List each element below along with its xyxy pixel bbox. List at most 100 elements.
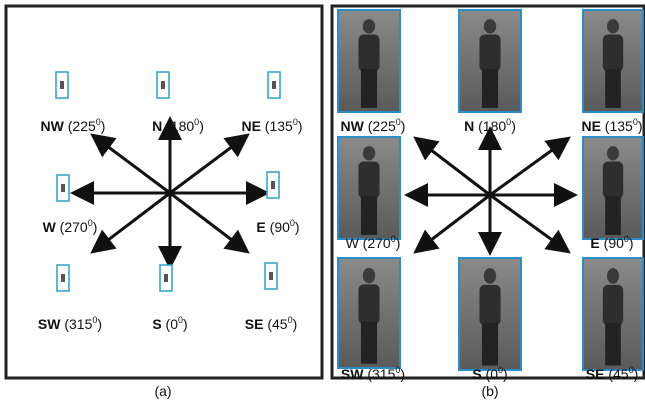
angle-close: ) <box>295 219 300 235</box>
angle-value: (315 <box>60 316 92 332</box>
person-legs <box>482 69 498 108</box>
person-body <box>358 34 379 71</box>
direction-name: W <box>43 219 57 235</box>
person-head <box>607 268 619 284</box>
person-blob <box>60 81 64 89</box>
angle-close: ) <box>298 118 303 134</box>
angle-value: (0 <box>482 366 499 382</box>
person-body <box>603 161 623 198</box>
direction-label: SE (450) <box>245 315 298 332</box>
person-head <box>363 19 375 33</box>
direction-arrow <box>490 140 566 195</box>
direction-label: NE (1350) <box>581 117 642 134</box>
angle-value: (45 <box>263 316 287 332</box>
direction-label: E (900) <box>256 218 299 235</box>
direction-name: NW <box>41 118 65 134</box>
direction-name: S <box>152 316 161 332</box>
direction-label: N (1800) <box>464 117 516 134</box>
direction-name: SW <box>38 316 61 332</box>
angle-close: ) <box>101 118 106 134</box>
angle-close: ) <box>293 316 298 332</box>
person-blob <box>272 81 276 89</box>
direction-name: S <box>472 366 481 382</box>
direction-name: N <box>464 118 474 134</box>
person-legs <box>482 323 498 366</box>
angle-close: ) <box>634 366 639 382</box>
direction-name: NW <box>341 118 365 134</box>
angle-value: (180 <box>162 118 194 134</box>
person-head <box>484 268 496 284</box>
angle-close: ) <box>183 316 188 332</box>
angle-value: (225 <box>64 118 96 134</box>
angle-value: (135 <box>601 118 633 134</box>
person-head <box>607 146 619 160</box>
angle-close: ) <box>503 366 508 382</box>
direction-label: NW (2250) <box>341 117 406 134</box>
person-legs <box>361 196 377 235</box>
angle-close: ) <box>400 366 405 382</box>
angle-value: (270 <box>56 219 88 235</box>
person-legs <box>605 69 621 108</box>
angle-close: ) <box>638 118 643 134</box>
person-blob <box>271 181 275 189</box>
direction-name: E <box>256 219 265 235</box>
angle-value: (45 <box>604 366 628 382</box>
person-body <box>479 34 500 71</box>
angle-value: (90 <box>266 219 290 235</box>
direction-name: W <box>346 235 360 251</box>
person-head <box>363 146 375 160</box>
direction-arrow <box>95 193 170 250</box>
direction-arrow <box>490 195 566 250</box>
person-legs <box>361 69 377 108</box>
direction-arrow <box>170 137 245 193</box>
person-blob <box>269 272 273 280</box>
person-legs <box>605 196 621 235</box>
direction-name: SW <box>341 366 364 382</box>
person-head <box>363 268 375 283</box>
angle-close: ) <box>629 235 634 251</box>
direction-name: SE <box>245 316 264 332</box>
angle-value: (315 <box>363 366 395 382</box>
person-body <box>358 161 379 198</box>
angle-value: (0 <box>162 316 179 332</box>
direction-label: E (900) <box>590 234 633 251</box>
person-legs <box>361 322 377 364</box>
direction-arrow <box>170 193 245 250</box>
angle-value: (90 <box>600 235 624 251</box>
direction-name: NE <box>241 118 260 134</box>
direction-label: S (00) <box>472 365 507 382</box>
person-legs <box>605 323 621 366</box>
angle-close: ) <box>511 118 516 134</box>
angle-close: ) <box>401 118 406 134</box>
direction-label: S (00) <box>152 315 187 332</box>
direction-label: SW (3150) <box>38 315 102 332</box>
person-head <box>484 19 496 33</box>
angle-value: (135 <box>261 118 293 134</box>
angle-close: ) <box>93 219 98 235</box>
direction-arrow <box>95 137 170 193</box>
angle-close: ) <box>396 235 401 251</box>
direction-name: E <box>590 235 599 251</box>
panel-caption: (a) <box>154 383 171 399</box>
person-body <box>603 34 623 71</box>
direction-arrow <box>418 195 490 250</box>
direction-label: NW (2250) <box>41 117 106 134</box>
angle-close: ) <box>199 118 204 134</box>
angle-value: (180 <box>474 118 506 134</box>
person-head <box>607 19 619 33</box>
direction-label: NE (1350) <box>241 117 302 134</box>
panel-caption: (b) <box>481 383 498 399</box>
person-blob <box>61 274 65 282</box>
person-body <box>479 285 500 325</box>
person-body <box>603 285 623 325</box>
angle-value: (225 <box>364 118 396 134</box>
direction-label: W (2700) <box>43 218 98 235</box>
angle-close: ) <box>97 316 102 332</box>
direction-name: SE <box>586 366 605 382</box>
direction-label: N (1800) <box>152 117 204 134</box>
person-blob <box>164 274 168 282</box>
person-blob <box>161 81 165 89</box>
angle-value: (270 <box>359 235 391 251</box>
person-body <box>358 284 379 324</box>
direction-arrow <box>418 140 490 195</box>
